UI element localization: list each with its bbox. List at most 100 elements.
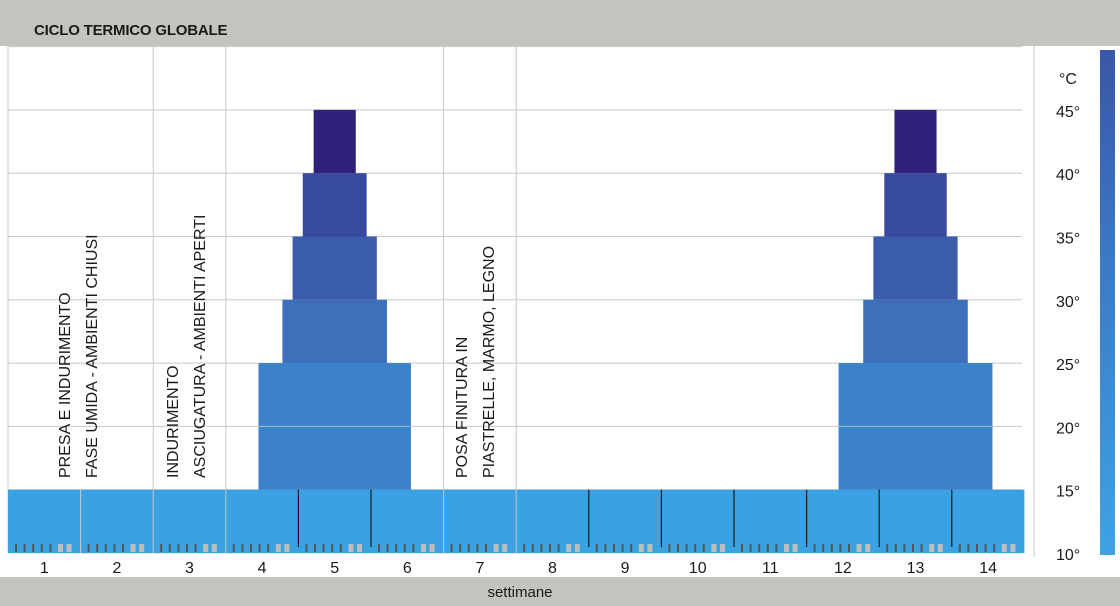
day-tick xyxy=(130,544,136,552)
day-tick xyxy=(557,544,560,552)
day-tick xyxy=(540,544,543,552)
x-tick-label: 11 xyxy=(762,560,779,577)
day-tick xyxy=(677,544,679,552)
day-tick xyxy=(813,544,816,552)
day-tick xyxy=(630,544,633,552)
phase-annotation: FASE UMIDA - AMBIENTI CHIUSI xyxy=(84,234,101,478)
day-tick xyxy=(920,544,923,552)
phase-annotation: PIASTRELLE, MARMO, LEGNO xyxy=(481,246,498,478)
y-tick-label: 20° xyxy=(1056,420,1080,437)
day-tick xyxy=(267,544,270,552)
x-tick-label: 12 xyxy=(834,560,852,577)
day-tick xyxy=(203,544,209,552)
day-tick xyxy=(357,544,362,552)
day-tick xyxy=(647,544,653,552)
day-tick xyxy=(856,544,862,552)
day-tick xyxy=(702,544,705,552)
day-tick xyxy=(96,544,99,552)
day-tick xyxy=(339,544,342,552)
day-tick xyxy=(976,544,978,552)
day-tick xyxy=(613,544,615,552)
day-tick xyxy=(32,544,35,552)
day-tick xyxy=(314,544,316,552)
y-tick-label: 35° xyxy=(1056,231,1080,248)
day-tick xyxy=(993,544,996,552)
day-tick xyxy=(903,544,906,552)
day-tick xyxy=(929,544,935,552)
day-tick xyxy=(574,544,580,552)
day-tick xyxy=(250,544,252,552)
day-tick xyxy=(139,544,145,552)
y-axis-unit: °C xyxy=(1059,71,1077,88)
day-tick xyxy=(711,544,717,552)
y-tick-label: 10° xyxy=(1056,547,1080,564)
day-tick xyxy=(450,544,453,552)
day-tick xyxy=(967,544,970,552)
x-axis-bar xyxy=(0,577,1120,606)
x-tick-label: 4 xyxy=(258,560,267,577)
x-tick-label: 7 xyxy=(475,560,484,577)
day-tick xyxy=(694,544,697,552)
day-tick xyxy=(467,544,470,552)
day-tick xyxy=(104,544,107,552)
x-tick-label: 5 xyxy=(330,560,339,577)
y-tick-label: 15° xyxy=(1056,484,1080,501)
day-tick xyxy=(775,544,778,552)
x-tick-label: 13 xyxy=(907,560,925,577)
day-tick xyxy=(1001,544,1007,552)
day-tick xyxy=(177,544,180,552)
day-tick xyxy=(758,544,761,552)
day-tick xyxy=(49,544,52,552)
x-tick-label: 6 xyxy=(403,560,412,577)
day-tick xyxy=(476,544,479,552)
y-tick-label: 30° xyxy=(1056,294,1080,311)
day-tick xyxy=(685,544,688,552)
day-tick xyxy=(792,544,798,552)
day-tick xyxy=(258,544,261,552)
day-tick xyxy=(322,544,325,552)
day-tick xyxy=(23,544,26,552)
day-tick xyxy=(766,544,769,552)
y-tick-label: 25° xyxy=(1056,357,1080,374)
day-tick xyxy=(194,544,197,552)
day-tick xyxy=(668,544,671,552)
temperature-tier-bar xyxy=(313,109,356,174)
phase-annotation: ASCIUGATURA - AMBIENTI APERTI xyxy=(192,215,209,478)
day-tick xyxy=(160,544,163,552)
day-tick xyxy=(784,544,789,552)
day-tick xyxy=(15,544,17,552)
day-tick xyxy=(493,544,499,552)
title-bar xyxy=(0,0,1120,46)
day-tick xyxy=(595,544,598,552)
day-tick xyxy=(403,544,406,552)
chart-title: CICLO TERMICO GLOBALE xyxy=(34,22,228,39)
temperature-tier-bar xyxy=(894,109,937,174)
day-tick xyxy=(168,544,171,552)
day-tick xyxy=(378,544,380,552)
day-tick xyxy=(549,544,551,552)
day-tick xyxy=(284,544,290,552)
day-tick xyxy=(232,544,235,552)
day-tick xyxy=(87,544,90,552)
day-tick xyxy=(395,544,398,552)
day-tick xyxy=(305,544,308,552)
day-tick xyxy=(58,544,63,552)
day-tick xyxy=(984,544,987,552)
day-tick xyxy=(865,544,871,552)
day-tick xyxy=(502,544,508,552)
x-tick-label: 2 xyxy=(112,560,121,577)
y-tick-label: 40° xyxy=(1056,167,1080,184)
day-tick xyxy=(741,544,743,552)
day-tick xyxy=(531,544,534,552)
temperature-tier-bar xyxy=(873,236,958,300)
day-tick xyxy=(937,544,943,552)
day-tick xyxy=(523,544,526,552)
day-tick xyxy=(839,544,842,552)
day-tick xyxy=(348,544,354,552)
day-tick xyxy=(113,544,116,552)
day-tick xyxy=(912,544,914,552)
day-tick xyxy=(66,544,72,552)
day-tick xyxy=(421,544,426,552)
temperature-tier-bar xyxy=(292,236,377,300)
phase-annotation: INDURIMENTO xyxy=(165,365,182,478)
